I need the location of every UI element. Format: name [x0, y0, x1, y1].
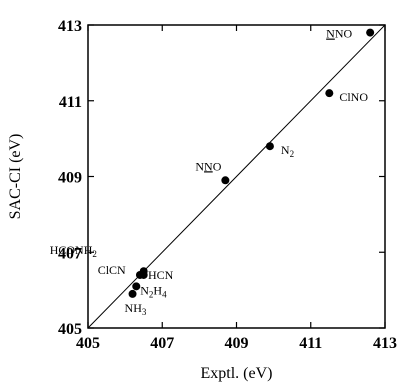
point-label: HCN — [148, 268, 174, 282]
data-point — [132, 282, 141, 291]
label-subscript: 4 — [162, 289, 167, 299]
point-label: NNO — [195, 159, 221, 173]
data-point — [366, 28, 375, 37]
point-label: ClNO — [339, 90, 368, 104]
x-tick-label: 409 — [225, 335, 249, 352]
label-text: NH — [125, 301, 143, 315]
label-text: N — [140, 283, 149, 297]
label-subscript: 2 — [290, 149, 295, 159]
x-tick-label: 407 — [150, 335, 174, 352]
label-text: ClCN — [98, 263, 126, 277]
point-label: NNO — [326, 27, 352, 41]
data-point — [221, 176, 230, 185]
data-point — [265, 142, 274, 151]
label-text: H — [153, 283, 162, 297]
label-subscript: 2 — [149, 289, 154, 299]
data-point — [128, 289, 137, 298]
x-tick-label: 405 — [76, 335, 100, 352]
y-tick-label: 407 — [58, 245, 82, 262]
label-text: N — [281, 143, 290, 157]
y-tick-label: 413 — [58, 18, 82, 35]
x-tick-label: 411 — [299, 335, 322, 352]
label-text: ClNO — [339, 90, 368, 104]
label-text: O — [213, 159, 222, 173]
point-label: N2H4 — [140, 283, 167, 299]
y-ticks: 405 407 409 411 413 — [58, 18, 385, 338]
label-text: HCN — [148, 268, 174, 282]
label-text: N — [195, 159, 204, 173]
point-label: N2 — [281, 143, 294, 159]
label-text: NO — [204, 159, 222, 173]
label-subscript: 2 — [92, 249, 97, 259]
data-point — [139, 270, 148, 279]
parity-line — [87, 24, 386, 329]
label-text: N — [326, 27, 335, 41]
point-label: ClCN — [98, 263, 126, 277]
point-label: HCONH2 — [50, 243, 97, 259]
y-tick-label: 405 — [58, 321, 82, 338]
label-text: NO — [335, 27, 353, 41]
label-text: N — [204, 159, 213, 173]
label-text: HCONH — [50, 243, 93, 257]
x-ticks: 405 407 409 411 413 — [76, 25, 397, 352]
x-axis-label: Exptl. (eV) — [201, 365, 273, 382]
point-label: NH3 — [125, 301, 147, 317]
y-axis-label: SAC-CI (eV) — [7, 134, 24, 220]
x-tick-label: 413 — [373, 335, 397, 352]
y-tick-label: 409 — [58, 170, 82, 187]
label-subscript: 3 — [142, 307, 147, 317]
data-point — [325, 89, 334, 98]
y-tick-label: 411 — [59, 94, 82, 111]
